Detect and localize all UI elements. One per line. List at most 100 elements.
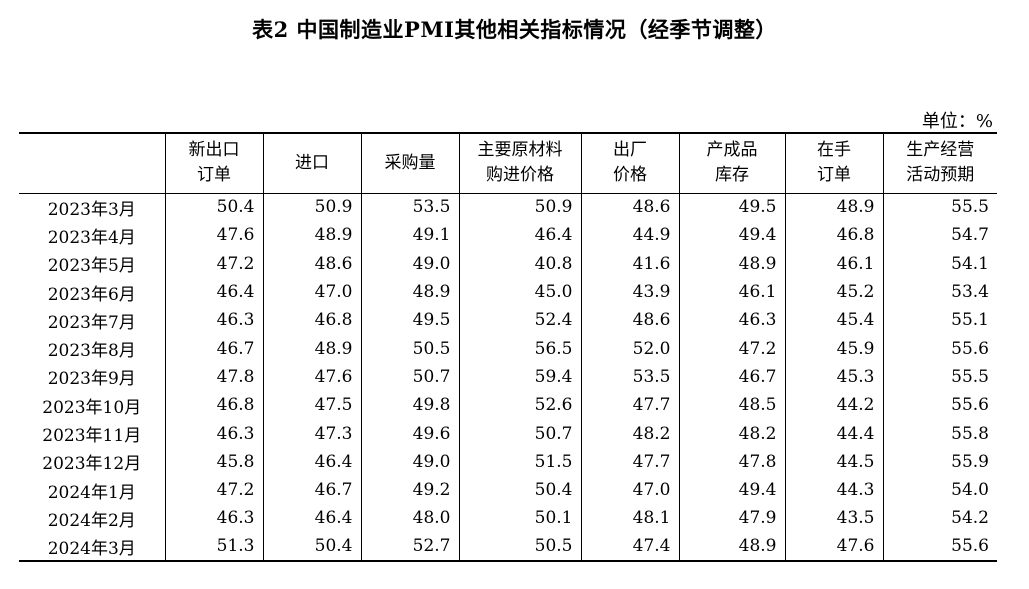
column-header: 出厂 价格 — [580, 132, 679, 194]
table-cell: 49.1 — [360, 221, 459, 250]
row-month: 2023年12月 — [42, 454, 142, 475]
table-cell: 48.9 — [360, 277, 459, 307]
table-cell: 50.4 — [262, 532, 361, 562]
table-cell: 49.0 — [360, 447, 459, 476]
table-cell: 48.9 — [262, 221, 361, 250]
table-cell: 46.3 — [678, 306, 785, 335]
table-cell: 55.6 — [882, 334, 997, 363]
table-row: 2023年3月 50.4 50.9 53.5 50.9 48.6 49.5 48.9 55.5 — [19, 193, 997, 222]
table-cell: 48.9 — [678, 532, 785, 562]
table-cell: 49.4 — [678, 221, 785, 250]
table-cell: 49.5 — [360, 306, 459, 335]
table-cell: 47.6 — [164, 221, 263, 250]
table-row: 2024年3月 51.3 50.4 52.7 50.5 47.4 48.9 47.6 55.6 — [19, 532, 997, 562]
table-cell: 54.2 — [882, 504, 997, 533]
column-header: 采购量 — [360, 132, 459, 194]
table-cell: 51.3 — [164, 532, 263, 562]
table-row: 2023年10月 46.8 47.5 49.8 52.6 47.7 48.5 44.2 55.6 — [19, 391, 997, 420]
row-month: 2023年3月 — [47, 199, 136, 220]
table-cell: 47.8 — [678, 447, 785, 476]
table-cell: 54.1 — [882, 249, 997, 278]
table-cell: 47.3 — [262, 419, 361, 448]
unit-label: 单位：% — [921, 111, 993, 132]
table-cell: 50.4 — [164, 193, 263, 222]
row-month: 2024年1月 — [47, 482, 136, 503]
table-cell: 48.9 — [678, 249, 785, 278]
table-cell: 47.2 — [164, 249, 263, 278]
table-cell: 44.4 — [784, 419, 883, 448]
table-cell: 47.9 — [678, 504, 785, 533]
table-cell: 47.4 — [580, 532, 679, 562]
table-cell: 46.7 — [164, 334, 263, 363]
column-header: 产成品 库存 — [678, 132, 785, 194]
table-cell: 47.6 — [784, 532, 883, 562]
table-cell: 55.6 — [882, 532, 997, 562]
table-cell: 46.1 — [678, 277, 785, 307]
table-cell: 49.6 — [360, 419, 459, 448]
table-cell: 48.0 — [360, 504, 459, 533]
table-row: 2024年2月 46.3 46.4 48.0 50.1 48.1 47.9 43.5 54.2 — [19, 504, 997, 533]
column-header-line1: 生产经营 — [906, 140, 975, 161]
table-cell: 48.6 — [580, 306, 679, 335]
table-cell: 47.0 — [580, 475, 679, 505]
table-cell: 49.4 — [678, 475, 785, 505]
table-cell: 55.1 — [882, 306, 997, 335]
table-row: 2023年8月 46.7 48.9 50.5 56.5 52.0 47.2 45.9 55.6 — [19, 334, 997, 363]
column-header-line2: 库存 — [715, 165, 749, 186]
pmi-table: 新出口 订单 进口 采购量 主要原材料 购进价格 出厂 价格 产成品 库存 在手 订单 生产经营 活动预期… — [19, 132, 997, 562]
column-header-line1: 主要原材料 — [477, 140, 563, 161]
column-header: 主要原材料 购进价格 — [458, 132, 581, 194]
column-header-line1: 进口 — [295, 152, 329, 173]
table-cell: 47.6 — [262, 362, 361, 392]
table-cell: 54.0 — [882, 475, 997, 505]
table-cell: 45.4 — [784, 306, 883, 335]
row-month: 2024年3月 — [19, 532, 165, 562]
table-row: 2023年12月 45.8 46.4 49.0 51.5 47.7 47.8 44.5 55.9 — [19, 447, 997, 476]
table-cell: 55.5 — [882, 362, 997, 392]
column-header-month — [19, 132, 165, 194]
table-cell: 46.4 — [164, 277, 263, 307]
table-cell: 50.7 — [360, 362, 459, 392]
table-cell: 53.4 — [882, 277, 997, 307]
table-row: 2023年9月 47.8 47.6 50.7 59.4 53.5 46.7 45.3 55.5 — [19, 362, 997, 392]
table-cell: 55.8 — [882, 419, 997, 448]
table-cell: 52.6 — [458, 391, 581, 420]
table-cell: 46.3 — [164, 419, 263, 448]
table-cell: 43.5 — [784, 504, 883, 533]
table-cell: 45.3 — [784, 362, 883, 392]
table-cell: 52.7 — [360, 532, 459, 562]
table-cell: 48.6 — [580, 193, 679, 222]
column-header-line1: 采购量 — [384, 152, 436, 173]
table-cell: 45.2 — [784, 277, 883, 307]
table-body: 2023年3月 50.4 50.9 53.5 50.9 48.6 49.5 48.9 55.5 2… — [19, 193, 997, 562]
table-cell: 46.7 — [262, 475, 361, 505]
table-cell: 49.5 — [678, 193, 785, 222]
table-cell: 46.4 — [262, 504, 361, 533]
table-cell: 41.6 — [580, 249, 679, 278]
table-cell: 52.0 — [580, 334, 679, 363]
table-cell: 46.8 — [164, 391, 263, 420]
table-cell: 47.2 — [164, 475, 263, 505]
table-cell: 45.9 — [784, 334, 883, 363]
table-cell: 47.8 — [164, 362, 263, 392]
table-cell: 56.5 — [458, 334, 581, 363]
table-cell: 55.9 — [882, 447, 997, 476]
column-header-line2: 活动预期 — [906, 165, 975, 186]
column-header-line2: 价格 — [613, 165, 647, 186]
table-row: 2024年1月 47.2 46.7 49.2 50.4 47.0 49.4 44.3 54.0 — [19, 475, 997, 505]
table-cell: 46.1 — [784, 249, 883, 278]
table-cell: 49.2 — [360, 475, 459, 505]
column-header-line1: 在手 — [817, 140, 851, 161]
column-header: 进口 — [262, 132, 361, 194]
table-cell: 40.8 — [458, 249, 581, 278]
table-row: 2023年7月 46.3 46.8 49.5 52.4 48.6 46.3 45.4 55.1 — [19, 306, 997, 335]
table-cell: 47.0 — [262, 277, 361, 307]
table-cell: 43.9 — [580, 277, 679, 307]
table-row: 2023年4月 47.6 48.9 49.1 46.4 44.9 49.4 46.8 54.7 — [19, 221, 997, 250]
row-month: 2023年6月 — [47, 284, 136, 305]
table-cell: 49.8 — [360, 391, 459, 420]
table-row: 2023年11月 46.3 47.3 49.6 50.7 48.2 48.2 44.4 55.8 — [19, 419, 997, 448]
table-cell: 45.0 — [458, 277, 581, 307]
table-cell: 44.3 — [784, 475, 883, 505]
column-header-line2: 订单 — [197, 165, 231, 186]
